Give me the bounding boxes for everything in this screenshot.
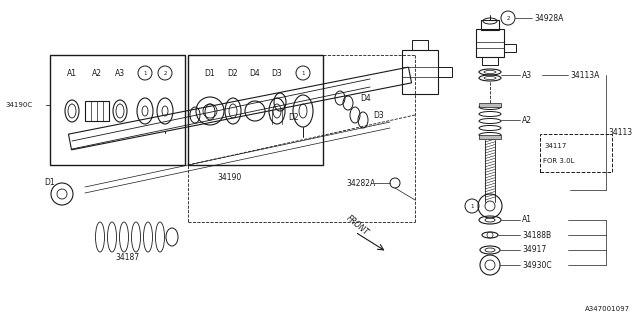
Bar bbox=[50, 55, 185, 165]
Text: 1: 1 bbox=[470, 204, 474, 209]
Text: 34188B: 34188B bbox=[522, 230, 551, 239]
Text: D3: D3 bbox=[373, 110, 384, 119]
Text: D1: D1 bbox=[205, 68, 215, 77]
Text: D2: D2 bbox=[288, 113, 299, 122]
Text: A1: A1 bbox=[522, 215, 532, 225]
Text: A2: A2 bbox=[92, 68, 102, 77]
Text: 34928A: 34928A bbox=[534, 13, 563, 22]
Bar bbox=[540, 134, 612, 172]
Text: 1: 1 bbox=[143, 70, 147, 76]
Text: A2: A2 bbox=[522, 116, 532, 124]
Text: FRONT: FRONT bbox=[345, 213, 371, 237]
Text: 34187: 34187 bbox=[115, 253, 139, 262]
Text: 2: 2 bbox=[506, 15, 509, 20]
Bar bbox=[479, 103, 501, 107]
Bar bbox=[504, 44, 516, 52]
Text: D3: D3 bbox=[271, 68, 282, 77]
Text: D4: D4 bbox=[360, 93, 371, 102]
Text: A3: A3 bbox=[522, 70, 532, 79]
Bar bbox=[482, 57, 498, 65]
Text: 34930C: 34930C bbox=[522, 260, 552, 269]
Text: 34113: 34113 bbox=[608, 127, 632, 137]
Bar bbox=[476, 29, 504, 57]
Bar bbox=[479, 135, 501, 139]
Bar bbox=[402, 50, 438, 94]
Text: 34117: 34117 bbox=[544, 143, 566, 149]
Text: D4: D4 bbox=[250, 68, 260, 77]
Bar bbox=[438, 67, 452, 77]
Text: D1: D1 bbox=[44, 178, 54, 187]
Text: 34190C: 34190C bbox=[5, 102, 32, 108]
Text: 34282A: 34282A bbox=[346, 179, 375, 188]
Text: A1: A1 bbox=[67, 68, 77, 77]
Text: 2: 2 bbox=[163, 70, 167, 76]
Bar bbox=[188, 55, 323, 165]
Text: 34113A: 34113A bbox=[570, 70, 600, 79]
Text: FOR 3.0L: FOR 3.0L bbox=[543, 158, 575, 164]
Text: 1: 1 bbox=[301, 70, 305, 76]
Bar bbox=[412, 40, 428, 50]
Text: 34190: 34190 bbox=[218, 172, 242, 181]
Text: A3: A3 bbox=[115, 68, 125, 77]
Text: 34917: 34917 bbox=[522, 245, 547, 254]
Text: D2: D2 bbox=[228, 68, 238, 77]
Bar bbox=[481, 20, 499, 30]
Bar bbox=[85, 101, 109, 121]
Text: A347001097: A347001097 bbox=[585, 306, 630, 312]
Polygon shape bbox=[68, 67, 412, 150]
